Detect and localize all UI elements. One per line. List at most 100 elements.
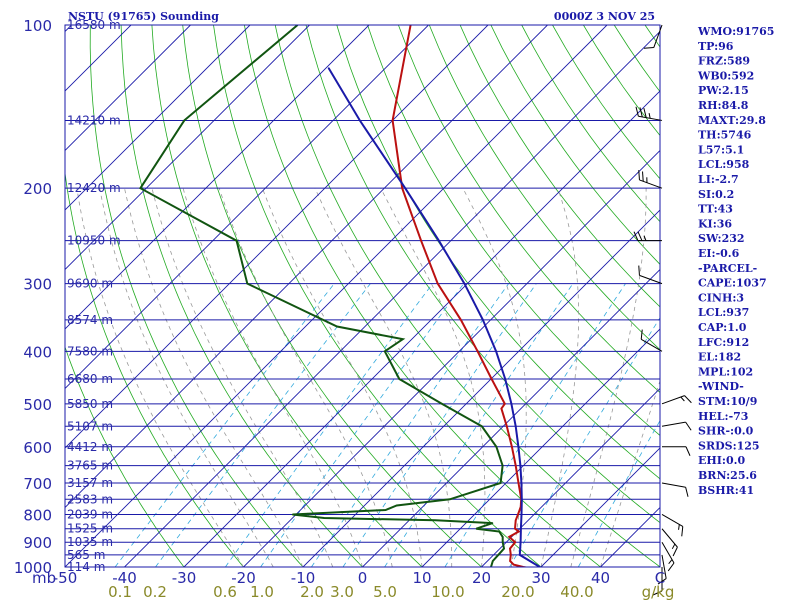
dewpoint-point: [246, 282, 248, 285]
isotherm-line: [65, 25, 370, 330]
temperature-point: [401, 187, 403, 189]
height-tick-label: 8574 m: [67, 313, 113, 327]
temperature-point: [504, 403, 506, 405]
pressure-tick-label: 600: [23, 439, 52, 457]
temperature-tick-label: C: [655, 569, 665, 587]
sounding-index: KI:36: [698, 217, 732, 230]
temperature-point: [506, 425, 508, 427]
temperature-tick-label: 20: [472, 569, 491, 587]
dewpoint-point: [384, 350, 386, 352]
height-tick-label: 5850 m: [67, 397, 113, 411]
dewpoint-point: [497, 554, 499, 556]
height-tick-label: 5107 m: [67, 419, 113, 433]
isotherm-line: [421, 328, 660, 567]
dewpoint-point: [139, 187, 141, 189]
sounding-index: CAPE:1037: [698, 277, 767, 290]
wind-barb: [635, 106, 663, 121]
temperature-tick-label: -20: [231, 569, 256, 587]
wind-barb: [633, 231, 662, 242]
wind-barb-half-flag: [648, 112, 651, 119]
temperature-line: [391, 25, 530, 567]
pressure-tick-label: 100: [23, 17, 52, 35]
temperature-point: [515, 464, 517, 467]
sounding-index: FRZ:589: [698, 55, 750, 68]
dewpoint-point: [396, 504, 398, 507]
height-tick-label: 12420 m: [67, 181, 121, 195]
dewpoint-point: [183, 119, 185, 122]
sounding-index: WB0:592: [697, 69, 754, 82]
mixing-ratio-line: [260, 283, 465, 567]
wind-barb: [661, 421, 692, 431]
temperature-point: [513, 564, 515, 566]
mixing-ratio-tick-label: 0.1: [108, 583, 132, 600]
temperature-tick-label: 40: [591, 569, 610, 587]
wind-barb-flag: [652, 590, 663, 596]
wind-barb-staff: [639, 274, 663, 285]
station-title: NSTU (91765) Sounding: [68, 10, 219, 23]
sounding-index: RH:84.8: [698, 99, 749, 112]
wind-barb-flag: [638, 265, 640, 276]
dewpoint-point: [495, 446, 498, 448]
sounding-index: WMO:91765: [697, 25, 774, 38]
dewpoint-point: [402, 338, 404, 340]
wind-barb: [661, 528, 678, 557]
mixing-ratio-tick-label: 20.0: [501, 583, 534, 600]
wind-barb-flag: [637, 231, 643, 241]
temperature-point: [515, 519, 517, 521]
wind-barb: [640, 329, 663, 352]
mixing-ratio-tick-label: 3.0: [330, 583, 354, 600]
wind-barb-staff: [661, 482, 686, 488]
temperature-point: [511, 446, 513, 448]
temperature-point: [518, 530, 520, 533]
temperature-point: [509, 560, 511, 562]
mixing-ratio-tick-label: g/kg: [642, 583, 675, 600]
sounding-index: L57:5.1: [698, 143, 744, 156]
wind-barb-flag: [667, 562, 675, 572]
moist-adiabat-line: [262, 188, 423, 567]
height-tick-label: 3765 m: [67, 459, 113, 473]
mixing-ratio-tick-label: 2.0: [300, 583, 324, 600]
temperature-point: [460, 319, 462, 321]
dewpoint-point: [503, 548, 505, 550]
wind-barb-half-flag: [678, 524, 680, 530]
sounding-index: BSHR:41: [698, 484, 754, 497]
wind-barb-flag: [684, 395, 692, 404]
parcel-point: [519, 464, 522, 467]
wind-barb-staff: [661, 421, 686, 427]
height-tick-label: 2039 m: [67, 508, 113, 522]
wind-barb-flag: [672, 546, 678, 557]
moist-adiabat-line: [182, 188, 363, 567]
parcel-point: [519, 554, 521, 556]
mixing-ratio-tick-label: 0.6: [213, 583, 237, 600]
wind-barb-half-flag: [668, 559, 673, 565]
sounding-index: LI:-2.7: [698, 173, 739, 186]
moist-adiabat-line: [600, 379, 660, 567]
temperature-tick-label: 0: [358, 569, 368, 587]
pressure-tick-label: 300: [23, 276, 52, 294]
dewpoint-point: [491, 569, 492, 570]
dewpoint-point: [475, 528, 477, 530]
isotherm-line: [124, 30, 660, 567]
mixing-ratio-line: [509, 317, 660, 567]
dewpoint-point: [500, 482, 502, 484]
wind-barb-half-flag: [643, 235, 647, 241]
sounding-index: SI:0.2: [698, 188, 734, 201]
mixing-ratio-tick-label: 5.0: [373, 583, 397, 600]
wind-barb: [661, 482, 689, 497]
dewpoint-point: [492, 522, 494, 524]
wind-barb-flag: [685, 487, 689, 497]
temperature-tick-label: -10: [291, 569, 316, 587]
mixing-ratio-tick-label: 1.0: [250, 583, 274, 600]
wind-barbs: [633, 24, 692, 596]
sounding-index: TP:96: [698, 40, 734, 53]
wind-barb-flag: [643, 47, 654, 49]
parcel-point: [521, 498, 523, 500]
temperature-point: [517, 482, 520, 484]
dewpoint-line: [138, 25, 506, 567]
dewpoint-point: [498, 530, 500, 533]
sounding-index: EI:-0.6: [698, 247, 740, 260]
temperature-point: [477, 350, 479, 352]
wind-barb-flag: [681, 526, 684, 537]
height-tick-label: 2583 m: [67, 492, 113, 506]
